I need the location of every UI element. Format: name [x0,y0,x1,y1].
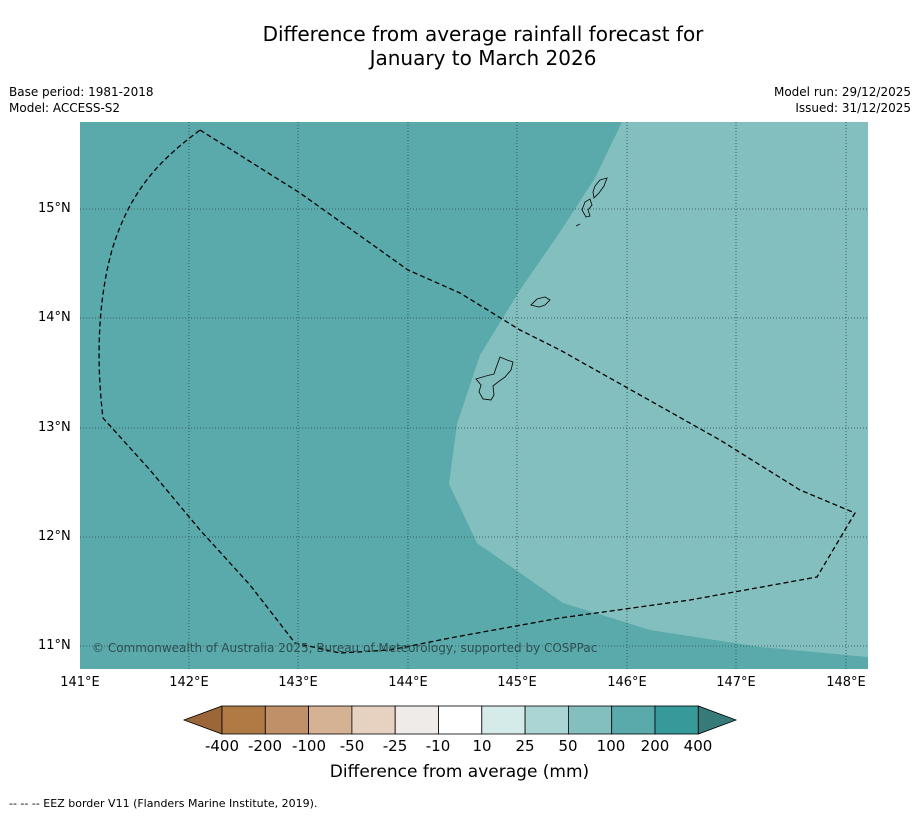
model-run: Model run: 29/12/2025 [773,85,911,99]
colorbar-title: Difference from average (mm) [329,762,590,782]
lat-label: 11°N [38,638,71,653]
lon-label: 148°E [826,675,866,690]
lon-label: 144°E [388,675,428,690]
chart-title: Difference from average rainfall forecas… [0,22,919,70]
island-tinian [581,198,593,218]
colorbar-tick-label: -200 [247,737,283,755]
island-guam [475,356,514,401]
colorbar-tick-label: 100 [596,737,626,755]
colorbar-swatch [654,705,699,735]
colorbar-tick-label: 400 [683,737,713,755]
colorbar-swatch [568,705,613,735]
colorbar-swatch [438,705,483,735]
graticule [80,122,868,669]
islands [475,177,608,401]
eez-border [98,129,856,654]
colorbar-tick-label: 25 [515,737,535,755]
colorbar-swatch [221,705,266,735]
colorbar-arrow-low [182,705,223,735]
lon-label: 141°E [60,675,100,690]
lat-label: 15°N [38,201,71,216]
lon-label: 142°E [169,675,209,690]
colorbar-tick-label: -10 [425,737,451,755]
title-line-2: January to March 2026 [369,46,597,70]
copyright-notice: © Commonwealth of Australia 2025, Bureau… [92,641,598,655]
eez-legend: -- -- -- EEZ border V11 (Flanders Marine… [9,797,318,810]
colorbar-tick-label: 50 [558,737,578,755]
island-aguijan [575,223,581,227]
colorbar-swatch [394,705,439,735]
colorbar-swatch [611,705,656,735]
base-period: Base period: 1981-2018 [9,85,154,99]
colorbar-swatch [524,705,569,735]
rainfall-region-50-100 [449,122,868,657]
island-rota [530,296,551,308]
lat-label: 12°N [38,529,71,544]
lon-label: 143°E [278,675,318,690]
lon-label: 145°E [497,675,537,690]
lon-label: 146°E [607,675,647,690]
colorbar-tick-label: 200 [640,737,670,755]
colorbar-tick-label: 10 [472,737,492,755]
model-name: Model: ACCESS-S2 [9,101,121,115]
meta-right: Model run: 29/12/2025 Issued: 31/12/2025 [774,84,911,116]
colorbar-swatch [264,705,309,735]
colorbar-swatch [308,705,353,735]
issued-date: Issued: 31/12/2025 [795,101,911,115]
colorbar [182,705,738,735]
colorbar-tick-label: -25 [382,737,408,755]
colorbar-tick-label: -400 [204,737,240,755]
colorbar-swatch [351,705,396,735]
lat-label: 13°N [38,420,71,435]
colorbar-arrow-high [697,705,738,735]
lat-label: 14°N [38,310,71,325]
title-line-1: Difference from average rainfall forecas… [262,22,704,46]
colorbar-tick-label: -100 [291,737,327,755]
island-saipan [592,177,608,199]
lon-label: 147°E [716,675,756,690]
colorbar-tick-label: -50 [339,737,365,755]
colorbar-swatch [481,705,526,735]
meta-left: Base period: 1981-2018 Model: ACCESS-S2 [9,84,154,116]
